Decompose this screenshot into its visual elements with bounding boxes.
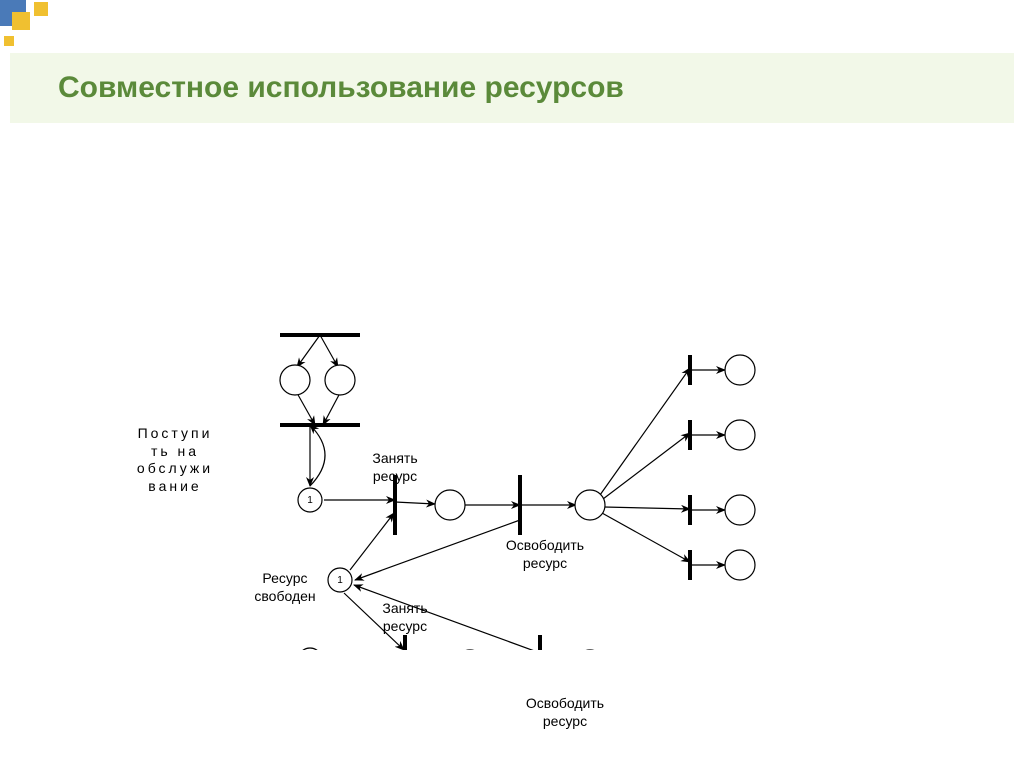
petri-place bbox=[435, 490, 465, 520]
petri-place bbox=[575, 490, 605, 520]
petri-place bbox=[725, 420, 755, 450]
petri-arc bbox=[310, 425, 325, 486]
petri-arc bbox=[600, 368, 690, 495]
petri-arc bbox=[603, 433, 690, 499]
petri-net-diagram: Поступи ть на обслужи вание Занять ресур… bbox=[0, 150, 1024, 650]
label-release-1: Освободить ресурс bbox=[480, 537, 610, 572]
petri-arc bbox=[350, 513, 394, 570]
label-occupy-1: Занять ресурс bbox=[345, 450, 445, 485]
petri-arc bbox=[320, 335, 338, 367]
petri-arc bbox=[297, 393, 315, 425]
deco-square bbox=[4, 36, 14, 46]
deco-square bbox=[12, 12, 30, 30]
petri-arc bbox=[395, 502, 435, 504]
petri-arc bbox=[604, 507, 690, 509]
deco-square bbox=[34, 2, 48, 16]
petri-arc bbox=[297, 335, 320, 367]
petri-place bbox=[725, 550, 755, 580]
petri-net-svg: 111 bbox=[0, 150, 1024, 650]
page-title: Совместное использование ресурсов bbox=[58, 71, 624, 105]
petri-place bbox=[725, 355, 755, 385]
token-count: 1 bbox=[337, 575, 343, 586]
petri-place bbox=[280, 365, 310, 395]
title-band: Совместное использование ресурсов bbox=[10, 53, 1014, 123]
petri-place bbox=[725, 495, 755, 525]
petri-arc bbox=[602, 513, 690, 562]
petri-place bbox=[325, 365, 355, 395]
petri-arc bbox=[323, 393, 340, 425]
label-arrive: Поступи ть на обслужи вание bbox=[90, 425, 260, 495]
petri-place-token bbox=[298, 648, 322, 650]
label-resource-free: Ресурс свободен bbox=[235, 570, 335, 605]
label-occupy-2: Занять ресурс bbox=[355, 600, 455, 635]
label-release-2: Освободить ресурс bbox=[500, 695, 630, 730]
token-count: 1 bbox=[307, 495, 313, 506]
